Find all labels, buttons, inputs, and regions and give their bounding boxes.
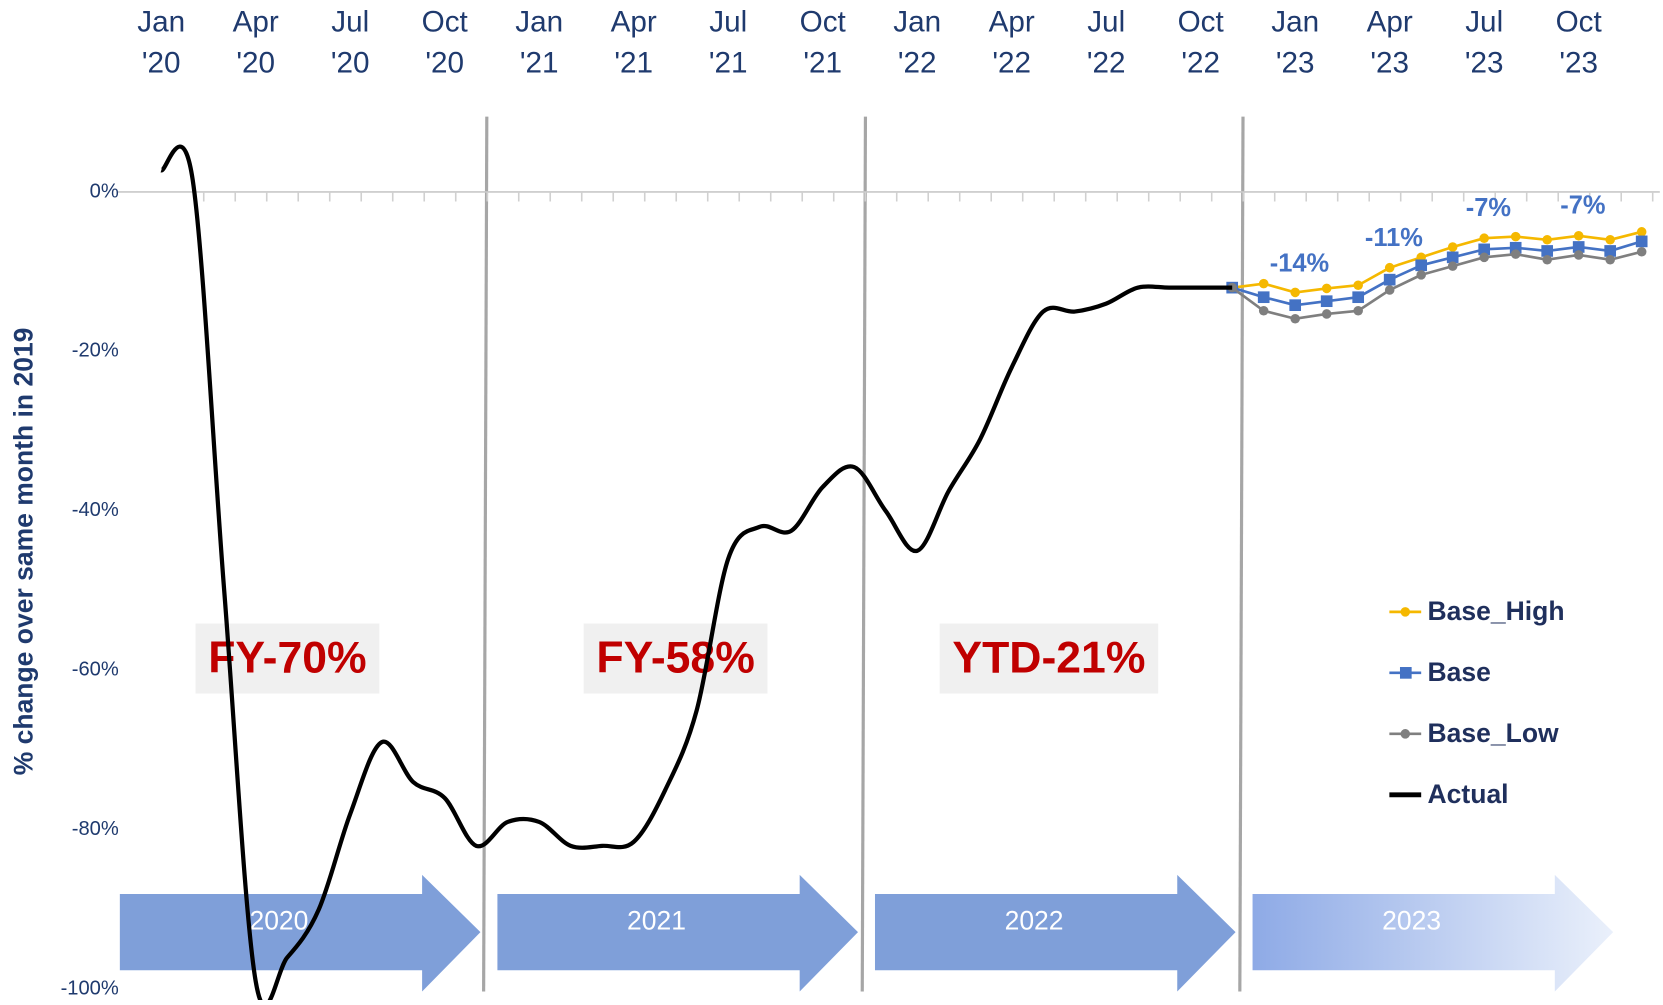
legend-label: Base_High [1428,596,1565,626]
data-label: -7% [1560,191,1605,219]
x-tick-label: Apr '21 [611,5,657,79]
point [1321,283,1332,294]
point [1636,246,1647,257]
x-tick-label: Jan '23 [1271,5,1319,79]
period-arrow [874,874,1236,992]
point [1384,262,1395,273]
period-separator [1238,116,1245,992]
period-arrow [497,874,859,992]
period-label: 2022 [1005,906,1064,936]
point [1258,305,1269,316]
y-axis-label: % change over same month in 2019 [8,328,38,776]
point [1635,235,1648,248]
legend-marker [1400,729,1411,739]
data-label: -14% [1270,250,1329,278]
point [1542,235,1552,245]
x-tick-label: Jan '22 [893,5,941,79]
legend-label: Base [1428,657,1491,687]
point [1573,250,1584,260]
series-line [159,144,1233,1005]
point [1290,313,1300,324]
point [1479,233,1489,243]
period-label: 2021 [627,906,686,936]
legend-label: Actual [1428,779,1509,809]
point [1572,241,1585,253]
x-tick-label: Oct '23 [1556,5,1603,79]
x-tick-label: Apr '23 [1367,5,1413,79]
data-label: -11% [1365,224,1423,252]
period-separator [482,116,489,992]
x-tick-label: Jul '20 [331,5,370,79]
period-separator [860,116,868,992]
point [1415,259,1428,272]
x-tick-label: Jul '23 [1465,5,1504,79]
point [1446,251,1459,264]
point [1509,241,1522,254]
x-tick-label: Oct '20 [422,5,469,79]
point [1542,254,1552,265]
point [1320,295,1333,308]
period-label: 2020 [249,906,308,936]
annotation: YTD-21% [952,633,1145,682]
point [1478,243,1491,256]
point [1352,291,1365,304]
y-tick-label: 0% [90,180,119,202]
annotation: FY-70% [208,633,366,682]
data-label: -7% [1466,194,1511,222]
point [1604,245,1617,257]
y-tick-label: -80% [72,818,119,840]
x-tick-label: Jul '22 [1087,5,1126,79]
point [1510,231,1521,242]
point [1541,245,1554,257]
point [1384,285,1395,295]
point [1636,227,1647,237]
annotation: FY-58% [596,633,754,682]
legend-marker [1399,667,1412,679]
y-tick-label: -40% [72,499,119,521]
point [1383,273,1396,286]
x-tick-label: Jan '21 [515,5,563,79]
point [1605,235,1615,245]
period-label: 2023 [1382,906,1441,936]
point [1321,309,1332,319]
point [1605,254,1615,265]
point [1353,280,1363,291]
point [1289,299,1302,312]
x-tick-label: Oct '22 [1178,5,1225,79]
period-arrow [1252,874,1614,992]
point [1510,249,1521,259]
point [1447,242,1458,252]
point [1479,252,1489,263]
legend-label: Base_Low [1428,718,1559,748]
point [1573,231,1584,241]
y-tick-label: -100% [61,978,119,1000]
legend-marker [1400,607,1411,617]
point [1416,270,1426,280]
point [1353,305,1363,316]
annotation-box [583,623,768,694]
x-tick-label: Jul '21 [709,5,748,79]
annotation-box [939,623,1159,694]
point [1258,278,1269,289]
point [1447,261,1458,271]
point [1257,291,1270,304]
point [1290,287,1300,298]
series-line [1231,250,1643,321]
x-tick-label: Apr '22 [989,5,1035,79]
x-tick-label: Oct '21 [800,5,847,79]
series-line [1232,230,1643,294]
period-arrow [119,874,481,992]
x-tick-label: Apr '20 [233,5,279,79]
y-tick-label: -20% [72,340,119,362]
y-tick-label: -60% [72,659,119,681]
x-tick-label: Jan '20 [137,5,185,79]
